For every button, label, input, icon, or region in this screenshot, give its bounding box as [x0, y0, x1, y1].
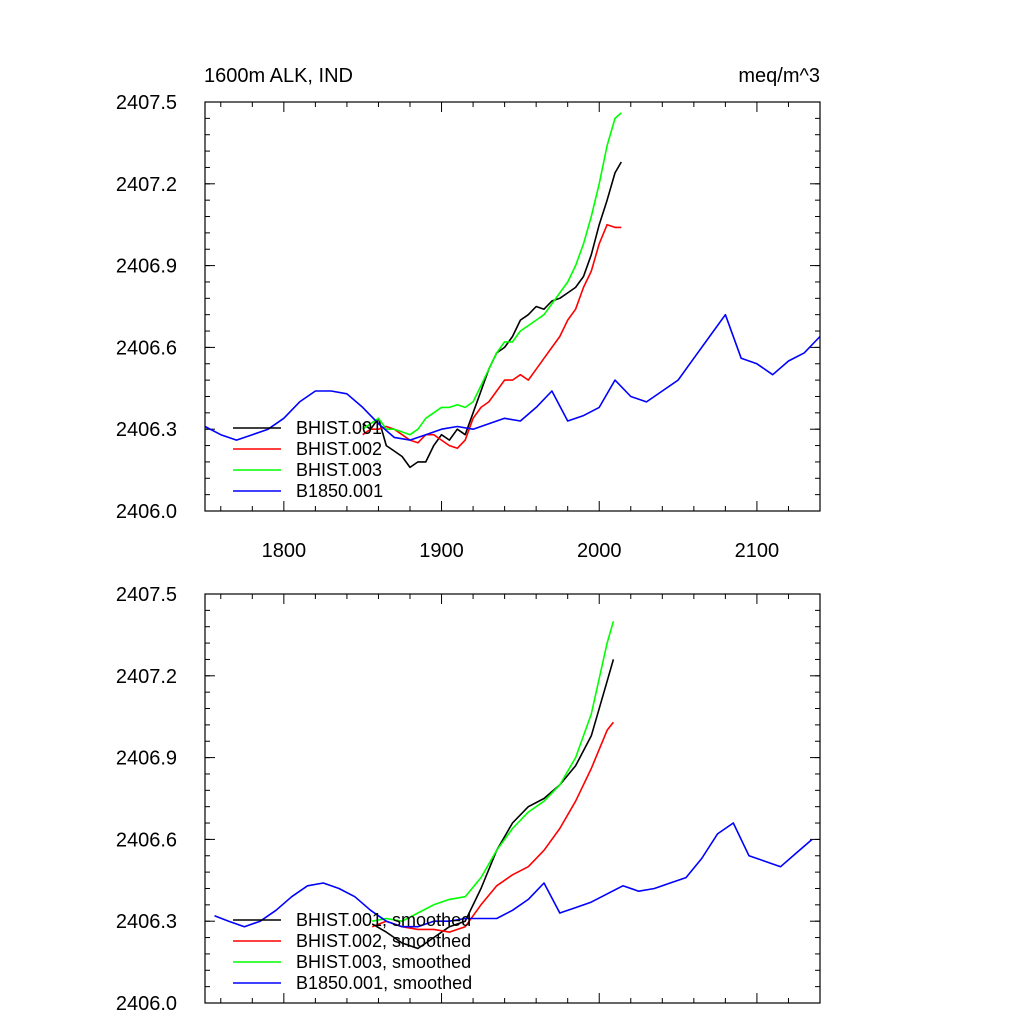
series-line-2	[362, 112, 622, 436]
legend-label: B1850.001	[296, 481, 383, 501]
series-line-3	[204, 313, 821, 441]
legend-label: BHIST.002, smoothed	[296, 931, 471, 951]
x-tick-label: 1800	[262, 540, 307, 562]
tick-group: 2406.0 2406.3 2406.6 2406.9 2407.2 2407.5	[116, 584, 821, 1015]
x-tick-label: 2000	[577, 540, 622, 562]
y-tick-label: 2407.5	[116, 584, 177, 606]
y-tick-label: 2406.6	[116, 337, 177, 359]
y-tick-label: 2406.9	[116, 256, 177, 278]
series-line-0	[371, 659, 615, 950]
y-tick-label: 2407.2	[116, 666, 177, 688]
series-group	[214, 621, 813, 950]
series-line-1	[362, 223, 622, 450]
legend-label: BHIST.001	[296, 418, 382, 438]
units-label: meq/m^3	[738, 65, 820, 87]
legend-label: B1850.001, smoothed	[296, 973, 472, 993]
y-tick-label: 2406.3	[116, 911, 177, 933]
chart-title: 1600m ALK, IND	[204, 65, 353, 87]
y-tick-label: 2406.0	[116, 993, 177, 1015]
plot-frame	[204, 101, 821, 512]
x-tick-label: 2100	[735, 540, 780, 562]
bottom-panel: 2406.0 2406.3 2406.6 2406.9 2407.2 2407.5 BHI…	[116, 584, 821, 1015]
x-tick-label: 1900	[419, 540, 464, 562]
series-line-3	[214, 822, 813, 928]
series-line-0	[362, 161, 622, 469]
legend-label: BHIST.002	[296, 439, 382, 459]
y-tick-label: 2407.5	[116, 92, 177, 114]
y-tick-label: 2406.6	[116, 829, 177, 851]
y-tick-label: 2406.3	[116, 419, 177, 441]
y-tick-label: 2406.9	[116, 748, 177, 770]
tick-group: 2406.0 2406.3 2406.6 2406.9 2407.2 2407.5 1800…	[116, 92, 821, 562]
series-line-2	[372, 621, 615, 923]
y-tick-label: 2406.0	[116, 501, 177, 523]
series-group	[204, 112, 821, 469]
plot-frame	[204, 593, 821, 1004]
legend-label: BHIST.003, smoothed	[296, 952, 471, 972]
top-panel: 1600m ALK, IND meq/m^3 2406.02406.32406.…	[116, 65, 821, 562]
series-line-1	[371, 721, 615, 933]
legend-label: BHIST.003	[296, 460, 382, 480]
y-tick-label: 2407.2	[116, 174, 177, 196]
legend-label: BHIST.001, smoothed	[296, 910, 471, 930]
